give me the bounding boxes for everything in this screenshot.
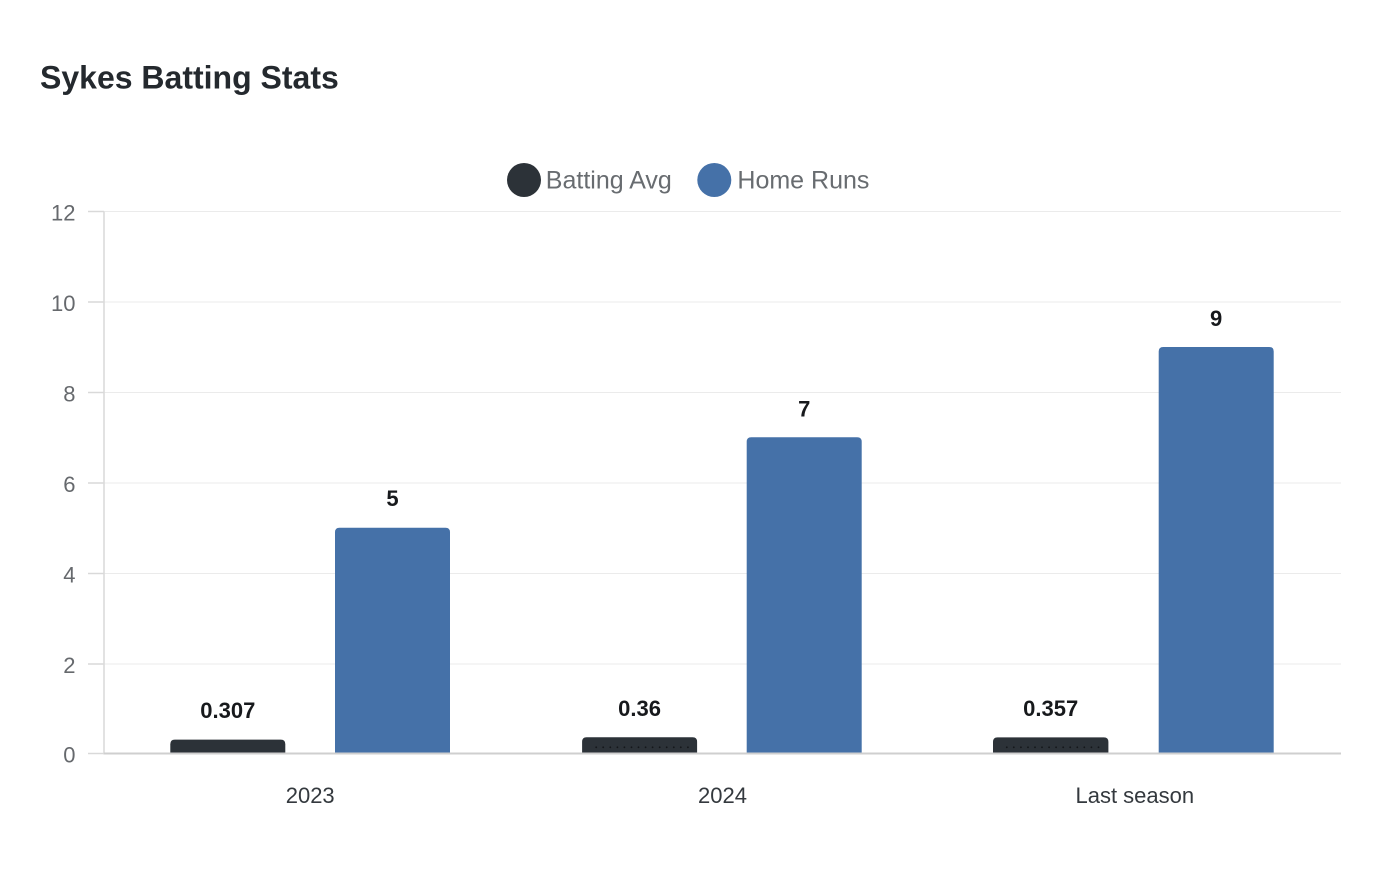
- svg-text:2023: 2023: [286, 783, 335, 808]
- svg-text:Sykes Batting Stats: Sykes Batting Stats: [40, 60, 339, 96]
- svg-text:0.357: 0.357: [1023, 696, 1078, 721]
- svg-text:10: 10: [51, 291, 75, 316]
- svg-text:6: 6: [63, 472, 75, 497]
- svg-text:Batting Avg: Batting Avg: [546, 167, 672, 195]
- svg-text:0.36: 0.36: [618, 696, 661, 721]
- svg-text:4: 4: [63, 562, 75, 587]
- svg-text:2024: 2024: [698, 783, 747, 808]
- svg-text:Home Runs: Home Runs: [737, 167, 869, 195]
- svg-text:0.307: 0.307: [200, 698, 255, 723]
- svg-text:7: 7: [798, 396, 810, 421]
- svg-text:2: 2: [63, 653, 75, 678]
- svg-text:9: 9: [1210, 306, 1222, 331]
- svg-text:8: 8: [63, 381, 75, 406]
- svg-text:12: 12: [51, 200, 75, 225]
- svg-text:0: 0: [63, 742, 75, 767]
- svg-text:5: 5: [386, 486, 398, 511]
- svg-text:Last season: Last season: [1075, 783, 1194, 808]
